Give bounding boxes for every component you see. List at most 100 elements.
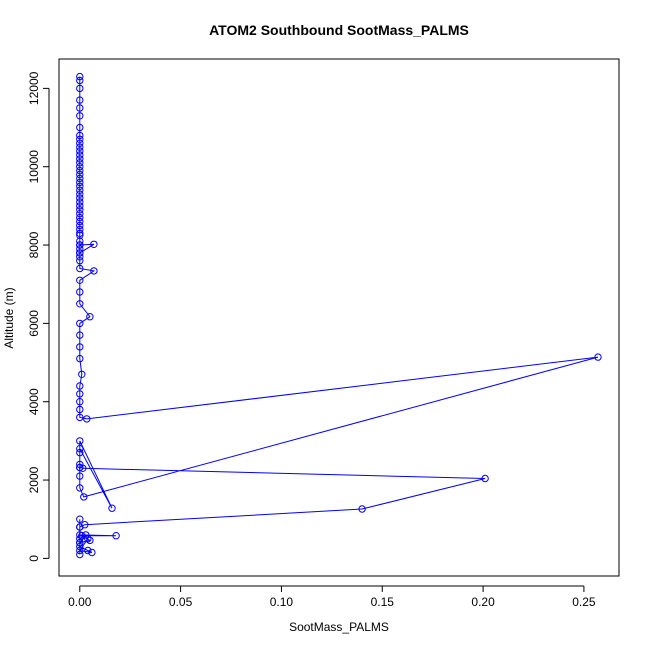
data-point xyxy=(76,253,84,261)
data-point xyxy=(76,151,84,159)
data-point xyxy=(76,241,84,249)
series-line xyxy=(78,76,599,555)
data-point xyxy=(84,535,92,543)
data-point xyxy=(78,370,86,378)
data-point xyxy=(76,159,84,167)
x-tick-label: 0.00 xyxy=(68,595,92,609)
data-point xyxy=(76,249,84,257)
data-point xyxy=(76,472,84,480)
data-point xyxy=(358,505,366,513)
data-point xyxy=(76,398,84,406)
data-point xyxy=(76,143,84,151)
data-point xyxy=(76,448,84,457)
data-point xyxy=(76,288,84,296)
data-point xyxy=(83,415,91,423)
data-point xyxy=(112,532,120,540)
data-point xyxy=(76,186,84,194)
data-point xyxy=(88,548,96,557)
data-point xyxy=(76,170,84,179)
data-point xyxy=(76,213,84,222)
data-point xyxy=(76,72,84,81)
data-point xyxy=(76,84,84,93)
data-point xyxy=(108,504,116,512)
data-point xyxy=(76,178,84,187)
x-tick-label: 0.20 xyxy=(471,595,495,609)
data-point xyxy=(76,445,84,453)
data-point xyxy=(76,276,84,284)
y-axis-label: Altitude (m) xyxy=(2,287,16,348)
data-point xyxy=(76,354,84,363)
y-tick-label: 4000 xyxy=(27,388,41,415)
x-tick-label: 0.15 xyxy=(371,595,395,609)
data-point xyxy=(76,331,84,339)
chart-title: ATOM2 Southbound SootMass_PALMS xyxy=(209,22,469,38)
data-point xyxy=(76,135,84,144)
data-point xyxy=(76,437,84,445)
data-point xyxy=(84,546,92,555)
x-axis: 0.00 0.05 0.10 0.15 0.20 0.25 xyxy=(68,585,596,609)
data-point xyxy=(594,353,602,361)
data-point xyxy=(76,112,84,120)
data-point xyxy=(76,182,84,191)
data-point xyxy=(76,382,84,390)
data-point xyxy=(76,229,84,238)
data-point xyxy=(76,155,84,163)
plot-area-frame xyxy=(58,58,620,577)
data-point xyxy=(76,237,84,245)
x-axis-label: SootMass_PALMS xyxy=(289,620,389,634)
data-point xyxy=(76,194,84,202)
data-point xyxy=(76,264,84,273)
data-point xyxy=(481,474,489,483)
data-point xyxy=(76,104,84,112)
data-point xyxy=(76,131,84,140)
data-point xyxy=(76,198,84,206)
x-tick-label: 0.25 xyxy=(572,595,596,609)
data-point xyxy=(76,163,84,171)
data-point xyxy=(76,535,84,543)
y-tick-label: 2000 xyxy=(27,466,41,493)
data-point xyxy=(76,546,84,555)
data-point xyxy=(90,267,98,275)
data-point xyxy=(76,405,84,414)
y-tick-label: 0 xyxy=(27,555,41,562)
data-point xyxy=(76,190,84,198)
data-point xyxy=(86,536,94,545)
data-point xyxy=(76,300,84,308)
data-point xyxy=(76,539,84,547)
y-tick-label: 6000 xyxy=(27,310,41,337)
data-point xyxy=(76,515,84,523)
data-point xyxy=(76,217,84,226)
y-axis: 0 2000 4000 6000 8000 10000 12000 xyxy=(27,71,50,562)
data-series xyxy=(76,72,602,559)
data-point xyxy=(76,542,84,551)
data-point xyxy=(76,147,84,155)
data-point xyxy=(76,76,84,85)
x-tick-label: 0.10 xyxy=(270,595,294,609)
data-point xyxy=(76,96,84,104)
data-point xyxy=(76,523,84,531)
data-point xyxy=(76,166,84,175)
data-point xyxy=(76,484,84,492)
data-point xyxy=(76,550,84,559)
data-point xyxy=(76,245,84,253)
data-point xyxy=(86,313,94,321)
data-point xyxy=(76,390,84,398)
data-point xyxy=(76,257,84,265)
data-point xyxy=(76,221,84,230)
data-point xyxy=(76,123,84,132)
data-point xyxy=(76,231,84,240)
data-point xyxy=(76,139,84,147)
y-tick-label: 8000 xyxy=(27,231,41,258)
data-point xyxy=(80,493,88,501)
x-tick-label: 0.05 xyxy=(169,595,193,609)
y-tick-label: 10000 xyxy=(27,150,41,184)
data-point xyxy=(76,206,84,214)
data-point xyxy=(76,463,84,472)
data-point xyxy=(76,210,84,218)
data-point xyxy=(76,343,84,351)
data-point xyxy=(76,202,84,210)
data-point xyxy=(76,319,84,328)
y-tick-label: 12000 xyxy=(27,71,41,105)
data-point xyxy=(82,531,90,539)
